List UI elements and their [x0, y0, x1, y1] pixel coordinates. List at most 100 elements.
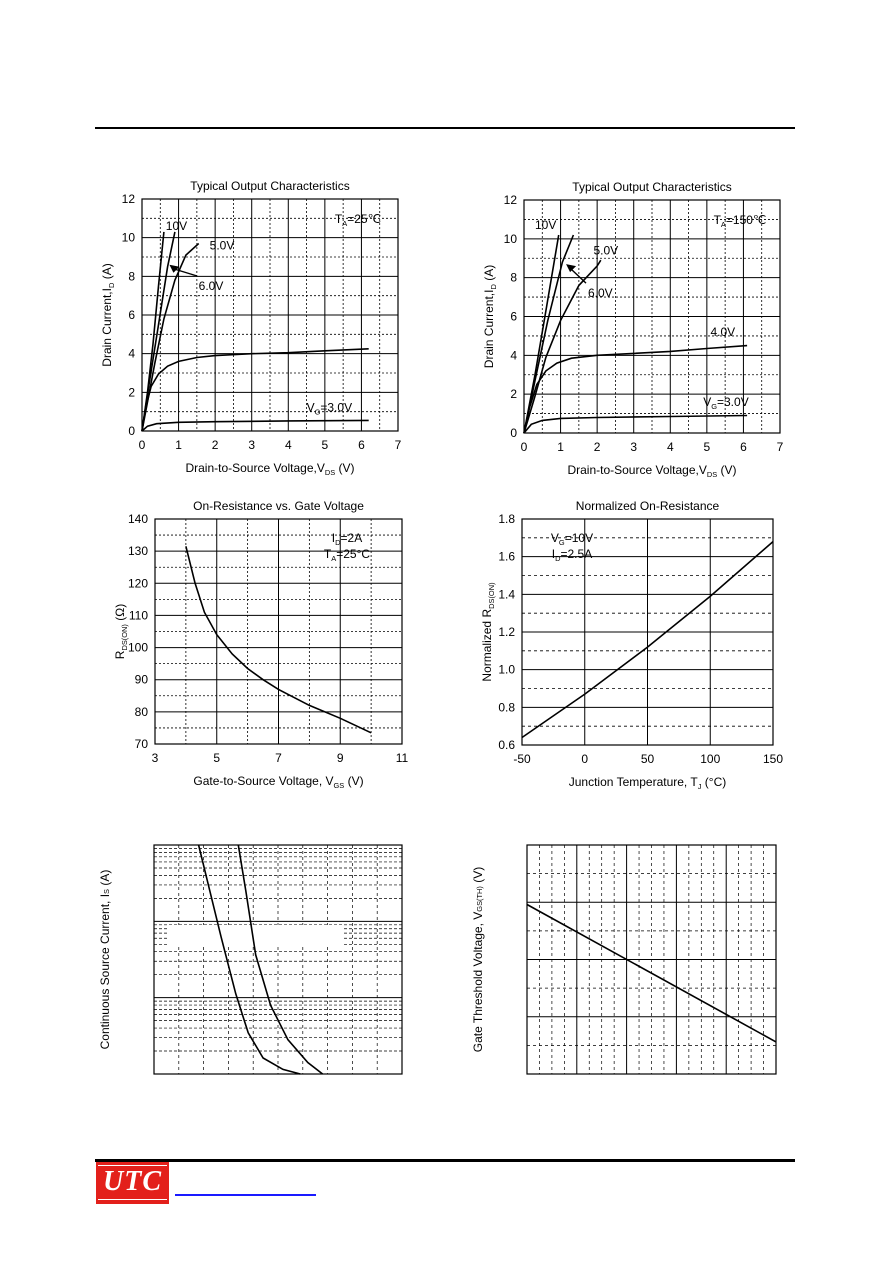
x-tick-label: 150	[763, 752, 783, 766]
series-line	[523, 234, 575, 434]
condition-label: ID=2.5A	[552, 547, 592, 563]
y-tick-label: 12	[122, 192, 136, 206]
curve-label: 5.0V	[210, 238, 235, 252]
y-tick-label: 4	[510, 348, 517, 362]
curve-label: 4.0V	[711, 325, 736, 339]
x-tick-label: 4	[667, 440, 674, 454]
y-tick-label: 110	[129, 608, 148, 622]
x-tick-label: 5	[704, 440, 711, 454]
y-tick-label: 6	[128, 308, 135, 322]
x-tick-label: 5	[322, 438, 329, 452]
series-line	[523, 344, 748, 434]
y-tick-label: 12	[504, 193, 518, 207]
y-tick-label: 4	[128, 347, 135, 361]
y-tick-label: 0	[510, 426, 517, 440]
curve-label: 10V	[535, 218, 556, 232]
arrow-head-icon	[566, 264, 577, 273]
x-tick-label: 3	[248, 438, 255, 452]
x-tick-label: 4	[285, 438, 292, 452]
y-tick-label: 1.6	[498, 550, 515, 564]
x-tick-label: 1	[175, 438, 182, 452]
plot-frame	[523, 199, 781, 434]
plot-frame	[526, 844, 777, 1075]
y-tick-label: 100	[128, 641, 148, 655]
arrow-head-icon	[169, 264, 180, 273]
utc-logo: UTC	[96, 1162, 169, 1204]
x-tick-label: -50	[513, 752, 531, 766]
chart-c5: Continuous Source Current, IS (A)	[98, 844, 403, 1075]
x-tick-label: 0	[139, 438, 146, 452]
series-line	[185, 546, 372, 734]
chart-c6: Gate Threshold Voltage, VGS(TH) (V)	[471, 844, 777, 1075]
series-line	[526, 903, 777, 1043]
y-tick-label: 2	[128, 385, 135, 399]
x-tick-label: 0	[521, 440, 528, 454]
series-line	[141, 419, 369, 432]
x-axis-label: Drain-to-Source Voltage,VDS (V)	[185, 461, 354, 477]
condition-label: TA=25℃	[335, 212, 381, 228]
y-tick-label: 90	[135, 673, 149, 687]
curve-label: 10V	[166, 219, 187, 233]
y-tick-label: 0.6	[498, 738, 515, 752]
x-tick-label: 100	[700, 752, 720, 766]
x-tick-label: 2	[594, 440, 601, 454]
plot-frame	[153, 844, 403, 1075]
logo-line	[98, 1165, 167, 1166]
pointer-line	[569, 267, 587, 284]
condition-label: ID=2A	[332, 531, 362, 547]
footer-rule	[95, 1159, 795, 1162]
y-axis-label: Drain Current,ID (A)	[482, 265, 498, 368]
series-line	[141, 242, 200, 432]
x-tick-label: 2	[212, 438, 219, 452]
y-tick-label: 1.0	[498, 663, 515, 677]
x-tick-label: 5	[213, 751, 220, 765]
y-tick-label: 130	[128, 544, 148, 558]
header-rule	[95, 127, 795, 129]
y-tick-label: 2	[510, 387, 517, 401]
x-axis-label: Drain-to-Source Voltage,VDS (V)	[567, 463, 736, 479]
series-line	[523, 414, 748, 434]
y-axis-label: Gate Threshold Voltage, VGS(TH) (V)	[471, 867, 485, 1053]
x-tick-label: 6	[740, 440, 747, 454]
x-axis-label: Junction Temperature, TJ (°C)	[569, 775, 726, 791]
chart-c3: 3 5 7 9 11 70 80 90 100 110 120 130 140 On-Resistance…	[113, 499, 409, 790]
chart-c4: -50 0 50 100 150 0.6 0.8 1.0 1.2 1.4 1.6 1.8 Normali…	[480, 499, 783, 791]
chart-title: Typical Output Characteristics	[190, 179, 349, 193]
chart-title: Normalized On-Resistance	[576, 499, 720, 513]
y-tick-label: 1.4	[498, 587, 515, 601]
y-tick-label: 1.8	[498, 512, 515, 526]
series-line	[141, 231, 176, 432]
condition-label: TA=150℃	[714, 213, 767, 229]
chart-title: On-Resistance vs. Gate Voltage	[193, 499, 364, 513]
x-tick-label: 6	[358, 438, 365, 452]
website-link[interactable]	[175, 1194, 316, 1196]
y-tick-label: 8	[510, 271, 517, 285]
plot-frame	[141, 198, 399, 432]
y-tick-label: 10	[122, 231, 136, 245]
y-tick-label: 6	[510, 310, 517, 324]
pointer-line	[173, 268, 197, 277]
logo-line	[98, 1199, 167, 1200]
y-tick-label: 0.8	[498, 700, 515, 714]
series-line	[197, 844, 301, 1075]
series-line	[237, 844, 324, 1075]
x-axis-label: Gate-to-Source Voltage, VGS (V)	[193, 774, 363, 790]
y-tick-label: 80	[135, 705, 149, 719]
x-tick-label: 11	[396, 751, 409, 765]
condition-label: VG=10V	[551, 531, 593, 547]
series-line	[523, 234, 560, 434]
series-line	[521, 540, 774, 739]
y-tick-label: 70	[135, 737, 149, 751]
condition-label: TA=25°C	[324, 547, 370, 563]
x-tick-label: 9	[337, 751, 344, 765]
plot-frame	[154, 518, 403, 745]
chart-title: Typical Output Characteristics	[572, 180, 731, 194]
y-tick-label: 8	[128, 269, 135, 283]
y-axis-label: Normalized RDS(ON)	[480, 582, 496, 682]
logo-text: UTC	[103, 1166, 162, 1197]
y-axis-label: Continuous Source Current, IS (A)	[98, 870, 112, 1050]
y-tick-label: 10	[504, 232, 518, 246]
